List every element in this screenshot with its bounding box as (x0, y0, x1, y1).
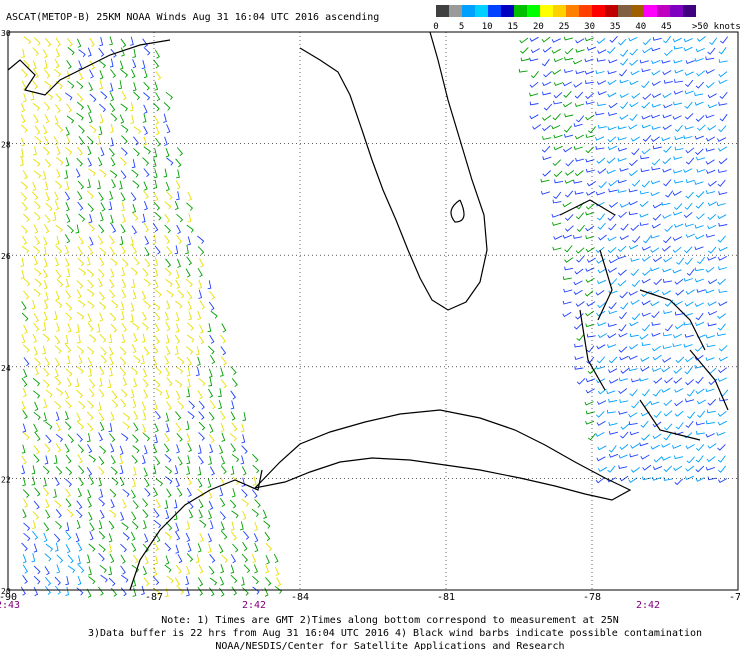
lon-label: -78 (583, 592, 601, 603)
colorbar-label: 45 (661, 22, 672, 32)
colorbar-swatch (449, 5, 462, 17)
colorbar-label: 0 (433, 22, 438, 32)
colorbar-swatch (579, 5, 592, 17)
colorbar-swatch (683, 5, 696, 17)
colorbar: 0 5 10 15 20 25 30 35 40 45 >50 knots (433, 5, 740, 32)
map-frame (7, 31, 739, 591)
lat-label: 20 (1, 587, 11, 596)
lat-label: 24 (1, 364, 11, 373)
colorbar-swatch (527, 5, 540, 17)
time-label: 2:42 (636, 600, 660, 611)
lat-label: 28 (1, 141, 11, 150)
colorbar-swatch (501, 5, 514, 17)
colorbar-swatch (631, 5, 644, 17)
colorbar-label: 15 (507, 22, 518, 32)
colorbar-label: 25 (559, 22, 570, 32)
wind-barb-group (22, 35, 729, 596)
colorbar-swatch (566, 5, 579, 17)
colorbar-label: 35 (610, 22, 621, 32)
colorbar-label: 40 (635, 22, 646, 32)
lon-label: -75 (729, 592, 740, 603)
colorbar-label: 5 (459, 22, 464, 32)
note-line: 3)Data buffer is 22 hrs from Aug 31 16:0… (88, 628, 702, 639)
coast-bahamas (450, 199, 729, 441)
lon-label: -90 (0, 592, 17, 603)
time-label: 2:43 (0, 600, 20, 611)
coast-gulf (7, 31, 488, 311)
colorbar-swatch (553, 5, 566, 17)
lat-label: 30 (1, 29, 11, 38)
colorbar-swatch (488, 5, 501, 17)
coast-yucatan (129, 469, 263, 591)
colorbar-swatch (475, 5, 488, 17)
colorbar-label: 30 (584, 22, 595, 32)
lon-label: -81 (437, 592, 455, 603)
colorbar-swatch (540, 5, 553, 17)
wind-barb-group (20, 35, 729, 597)
title: ASCAT(METOP-B) 25KM NOAA Winds Aug 31 16… (6, 12, 379, 23)
note-line: NOAA/NESDIS/Center for Satellite Applica… (215, 641, 564, 650)
colorbar-swatch (657, 5, 670, 17)
colorbar-swatch (605, 5, 618, 17)
colorbar-label: 20 (533, 22, 544, 32)
lat-label: 22 (1, 475, 11, 484)
colorbar-label: 10 (482, 22, 493, 32)
colorbar-swatch (462, 5, 475, 17)
coastlines (7, 31, 729, 591)
colorbar-swatch (514, 5, 527, 17)
wind-barbs (20, 35, 729, 598)
colorbar-swatch (644, 5, 657, 17)
graticule (8, 32, 738, 590)
lon-label: -87 (145, 592, 163, 603)
colorbar-swatch (670, 5, 683, 17)
colorbar-swatch (436, 5, 449, 17)
colorbar-label: >50 knots (692, 22, 740, 32)
colorbar-swatch (592, 5, 605, 17)
colorbar-swatch (618, 5, 631, 17)
lon-label: -84 (291, 592, 309, 603)
coast-cuba (253, 409, 632, 501)
lat-label: 26 (1, 252, 11, 261)
wind-barb-group (21, 36, 597, 598)
wind-barb-group (20, 36, 282, 598)
time-label: 2:42 (242, 600, 266, 611)
note-line: Note: 1) Times are GMT 2)Times along bot… (161, 615, 619, 626)
